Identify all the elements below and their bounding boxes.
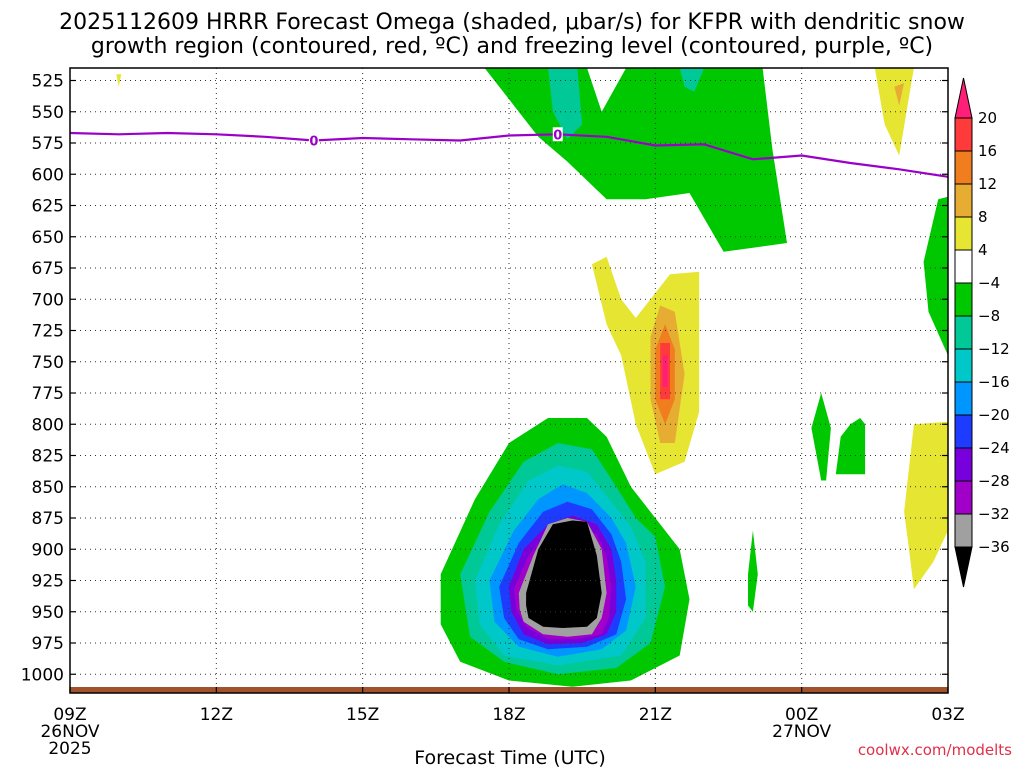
- omega-region-0: [484, 68, 787, 252]
- x-tick-label-00Z: 00Z: [785, 705, 818, 725]
- colorbar-segment-4: [954, 249, 973, 284]
- colorbar-label-2: 12: [978, 175, 997, 193]
- colorbar-label-8: −16: [978, 373, 1010, 391]
- omega-region-10: [662, 355, 668, 387]
- colorbar-label-10: −24: [978, 439, 1010, 457]
- colorbar-segment-8: [954, 381, 973, 416]
- omega-region-2: [679, 68, 705, 92]
- colorbar-segment-11: [954, 480, 973, 515]
- colorbar-segment-5: [954, 282, 973, 317]
- plot-gridlines: [70, 68, 948, 693]
- y-tick-label-650: 650: [32, 228, 64, 248]
- omega-region-23: [526, 520, 602, 628]
- colorbar-label-11: −28: [978, 472, 1010, 490]
- colorbar-label-0: 20: [978, 109, 997, 127]
- y-tick-label-950: 950: [32, 603, 64, 623]
- colorbar-legend: 20 16 12 8 4 −4 −8 −12 −16 −20 −24 −28 −32 −36: [954, 77, 1010, 588]
- y-tick-label-700: 700: [32, 290, 64, 310]
- colorbar-label-13: −36: [978, 538, 1010, 556]
- x-tick-label-09Z: 09Z: [53, 705, 86, 725]
- y-tick-label-1000: 1000: [21, 665, 64, 685]
- colorbar-bottom-arrow: [954, 546, 973, 588]
- y-tick-label-575: 575: [32, 134, 64, 154]
- omega-region-4: [894, 83, 905, 106]
- colorbar-top-arrow: [954, 77, 973, 119]
- colorbar-label-9: −20: [978, 406, 1010, 424]
- colorbar-segment-12: [954, 513, 973, 548]
- x-tick-date-00Z: 27NOV: [772, 722, 831, 742]
- y-tick-label-725: 725: [32, 322, 64, 342]
- y-tick-label-675: 675: [32, 259, 64, 279]
- omega-region-14: [904, 421, 948, 590]
- y-tick-label-925: 925: [32, 572, 64, 592]
- colorbar-label-1: 16: [978, 142, 997, 160]
- freezing-level-line: [69, 131, 949, 178]
- chart-title-line-2: growth region (contoured, red, ºC) and f…: [91, 34, 933, 59]
- x-tick-date-09Z: 26NOV: [40, 722, 99, 742]
- colorbar-label-4: 4: [978, 241, 988, 259]
- colorbar-label-3: 8: [978, 208, 988, 226]
- x-tick-label-12Z: 12Z: [200, 705, 233, 725]
- y-tick-label-875: 875: [32, 509, 64, 529]
- y-tick-label-825: 825: [32, 447, 64, 467]
- x-tick-label-18Z: 18Z: [492, 705, 525, 725]
- x-tick-year-09Z: 2025: [48, 739, 91, 759]
- y-tick-label-775: 775: [32, 384, 64, 404]
- x-tick-label-21Z: 21Z: [639, 705, 672, 725]
- y-tick-label-750: 750: [32, 353, 64, 373]
- omega-region-12: [811, 393, 831, 481]
- y-tick-label-625: 625: [32, 197, 64, 217]
- omega-region-11: [835, 418, 866, 475]
- colorbar-segment-1: [954, 150, 973, 185]
- colorbar-label-12: −32: [978, 505, 1010, 523]
- colorbar-segment-3: [954, 216, 973, 251]
- colorbar-label-5: −4: [978, 274, 1000, 292]
- y-tick-label-900: 900: [32, 540, 64, 560]
- omega-region-24: [116, 74, 122, 87]
- freezing-label-bg-0: [308, 133, 319, 148]
- colorbar-label-6: −8: [978, 307, 1000, 325]
- freezing-label-bg-1: [552, 127, 563, 142]
- colorbar-segment-7: [954, 348, 973, 383]
- freezing-level-label-1: 0: [553, 128, 562, 143]
- y-tick-label-550: 550: [32, 103, 64, 123]
- colorbar-segment-6: [954, 315, 973, 350]
- y-axis-pressure: 525 550 575 600 625 650 675 700 725 750 775 800 825 8…: [21, 72, 948, 685]
- y-tick-label-600: 600: [32, 165, 64, 185]
- x-tick-label-15Z: 15Z: [346, 705, 379, 725]
- colorbar-segment-9: [954, 414, 973, 449]
- chart-title-line-1: 2025112609 HRRR Forecast Omega (shaded, …: [59, 10, 965, 35]
- site-credit: coolwx.com/modelts: [858, 741, 1012, 759]
- colorbar-label-7: −12: [978, 340, 1010, 358]
- omega-region-13: [748, 530, 758, 612]
- omega-region-5: [923, 196, 948, 356]
- omega-region-3: [874, 68, 914, 156]
- colorbar-segment-10: [954, 447, 973, 482]
- y-tick-label-525: 525: [32, 72, 64, 92]
- x-tick-label-03Z: 03Z: [931, 705, 964, 725]
- shaded-omega-regions: [116, 68, 948, 687]
- colorbar-segment-2: [954, 183, 973, 218]
- x-axis-label: Forecast Time (UTC): [414, 747, 605, 768]
- freezing-level-label-0: 0: [309, 135, 318, 150]
- colorbar-segment-0: [954, 117, 973, 152]
- omega-region-1: [548, 68, 583, 140]
- y-tick-label-850: 850: [32, 478, 64, 498]
- y-tick-label-975: 975: [32, 634, 64, 654]
- y-tick-label-800: 800: [32, 415, 64, 435]
